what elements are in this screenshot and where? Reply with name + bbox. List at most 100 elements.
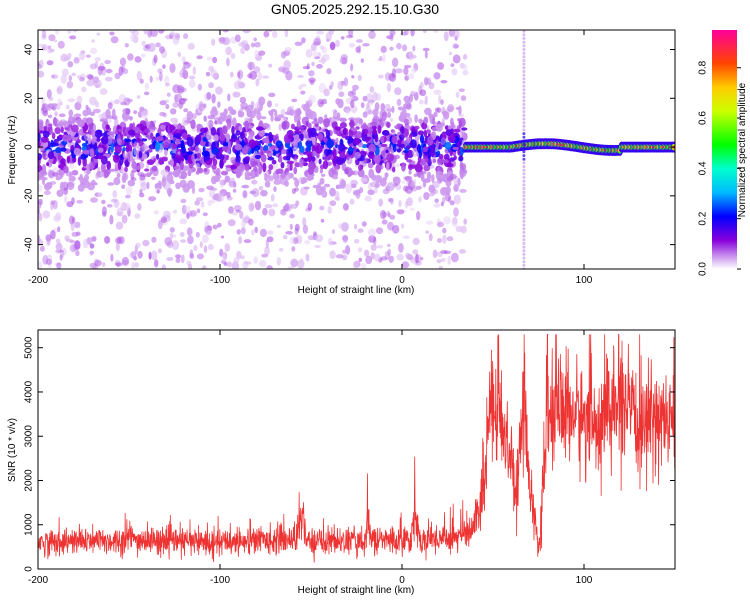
spectrogram-cell <box>268 164 274 171</box>
spectrogram-cell <box>109 214 114 225</box>
spectrogram-cell <box>347 136 354 144</box>
spectrogram-cell <box>311 61 315 67</box>
spectrogram-cell <box>300 177 308 184</box>
spectrogram-cell <box>148 251 152 260</box>
spectrogram-cell <box>282 52 290 57</box>
spectrogram-cell <box>304 240 311 245</box>
spectrogram-cell <box>84 133 91 141</box>
spectrogram-cell <box>321 46 328 54</box>
spectrogram-cell <box>119 154 124 161</box>
spectrogram-cell <box>38 121 44 132</box>
spectrogram-cell <box>354 239 360 244</box>
spectrogram-cell <box>300 186 308 196</box>
spectrogram-cell <box>368 151 375 155</box>
spectrogram-cell <box>187 235 194 245</box>
spectrogram-cell <box>412 237 420 245</box>
spectrogram-cell <box>263 145 269 152</box>
spectrogram-cell <box>436 259 442 264</box>
spectrogram-cell <box>338 91 345 97</box>
spectrogram-cell <box>266 265 273 269</box>
spectrogram-cell <box>396 98 402 106</box>
spectrogram-cell <box>165 82 170 87</box>
spectrogram-cell <box>91 157 98 166</box>
spectrogram-cell <box>312 135 316 146</box>
spectrogram-cell <box>447 255 451 265</box>
spectrogram-cell <box>139 192 145 198</box>
spectrogram-cell <box>189 249 194 258</box>
spectrogram-cell <box>522 187 526 190</box>
snr-panel: -200 -100 0 100 0 1000 2000 3000 4000 5000 Heigh… <box>7 329 676 596</box>
spectrogram-cell <box>133 110 138 115</box>
spectrogram-cell <box>324 183 331 188</box>
spectrogram-cell <box>105 108 111 119</box>
spectrogram-cell <box>255 126 264 131</box>
spectrogram-cell <box>458 88 465 92</box>
spectrogram-cell <box>407 73 415 80</box>
spectrogram-cell <box>197 167 204 174</box>
spectrogram-cell <box>233 80 242 90</box>
spectrogram-cell <box>365 255 373 265</box>
spectrogram-cell <box>522 44 526 48</box>
spectrogram-cell <box>247 130 255 135</box>
spectrogram-cell <box>387 111 392 119</box>
spectrogram-cell <box>453 128 461 133</box>
spectrogram-cell <box>176 124 181 130</box>
spectrogram-cell <box>175 182 181 190</box>
spectrogram-cell <box>219 178 224 189</box>
spectrogram-cell <box>522 190 526 194</box>
spectrogram-cell <box>116 236 123 244</box>
spectrogram-cell <box>408 170 412 175</box>
spectrogram-cell <box>276 257 281 266</box>
spectrogram-cell <box>67 30 72 35</box>
spectrogram-cell <box>115 242 120 252</box>
spectrogram-cell <box>419 81 424 89</box>
spectrogram-cell <box>418 118 423 124</box>
spectrogram-cell <box>139 174 146 181</box>
spectrogram-cell <box>357 169 365 178</box>
spectrogram-cell <box>450 122 455 131</box>
spectrogram-cell <box>41 175 46 186</box>
spectrogram-cell <box>320 186 326 192</box>
spectrogram-cell <box>293 157 298 163</box>
spectrogram-cell <box>294 108 302 117</box>
spectrogram-cell <box>76 75 83 79</box>
spectrogram-cell <box>91 179 96 186</box>
spectrogram-cell <box>398 143 406 148</box>
spectrogram-cell <box>101 206 107 216</box>
spectrogram-cell <box>382 188 390 195</box>
spectrogram-cell <box>208 189 216 199</box>
spectrogram-cell <box>264 180 271 188</box>
spectrogram-cell <box>231 261 240 269</box>
spectrogram-cell <box>376 244 384 249</box>
spectrogram-cell <box>56 246 61 255</box>
spectrogram-cell <box>357 247 363 253</box>
spectrogram-cell <box>58 164 63 169</box>
spectrogram-cell <box>291 98 298 103</box>
spectrogram-cell <box>235 154 241 164</box>
spectrogram-cell <box>522 30 526 33</box>
spectrogram-cell <box>225 46 232 56</box>
spectrogram-cell <box>164 149 168 157</box>
spectrogram-cell <box>166 92 171 97</box>
spectrogram-cell <box>220 235 225 239</box>
spectrogram-cell <box>96 137 101 142</box>
spectrogram-cell <box>136 95 141 99</box>
spectrogram-cell <box>329 187 336 197</box>
spectrogram-cell <box>254 101 260 110</box>
spectrogram-cell <box>276 224 281 228</box>
spectrogram-cell <box>372 128 377 135</box>
spectrogram-cell <box>370 244 377 251</box>
spectrogram-cell <box>60 126 64 134</box>
spectrogram-cell <box>99 88 108 95</box>
spectrogram-cell <box>302 224 308 234</box>
spectrogram-cell <box>391 130 396 137</box>
spectrogram-cell <box>341 222 349 232</box>
snr-x-axis-label: Height of straight line (km) <box>298 585 415 596</box>
spectrogram-cell <box>410 139 417 149</box>
spectrogram-cell <box>415 185 422 190</box>
spectrogram-cell <box>203 115 207 122</box>
spectrogram-cell <box>179 218 188 225</box>
spectrogram-cell <box>352 84 359 91</box>
spectrogram-cell <box>47 104 51 112</box>
spectrogram-cell <box>412 45 416 52</box>
